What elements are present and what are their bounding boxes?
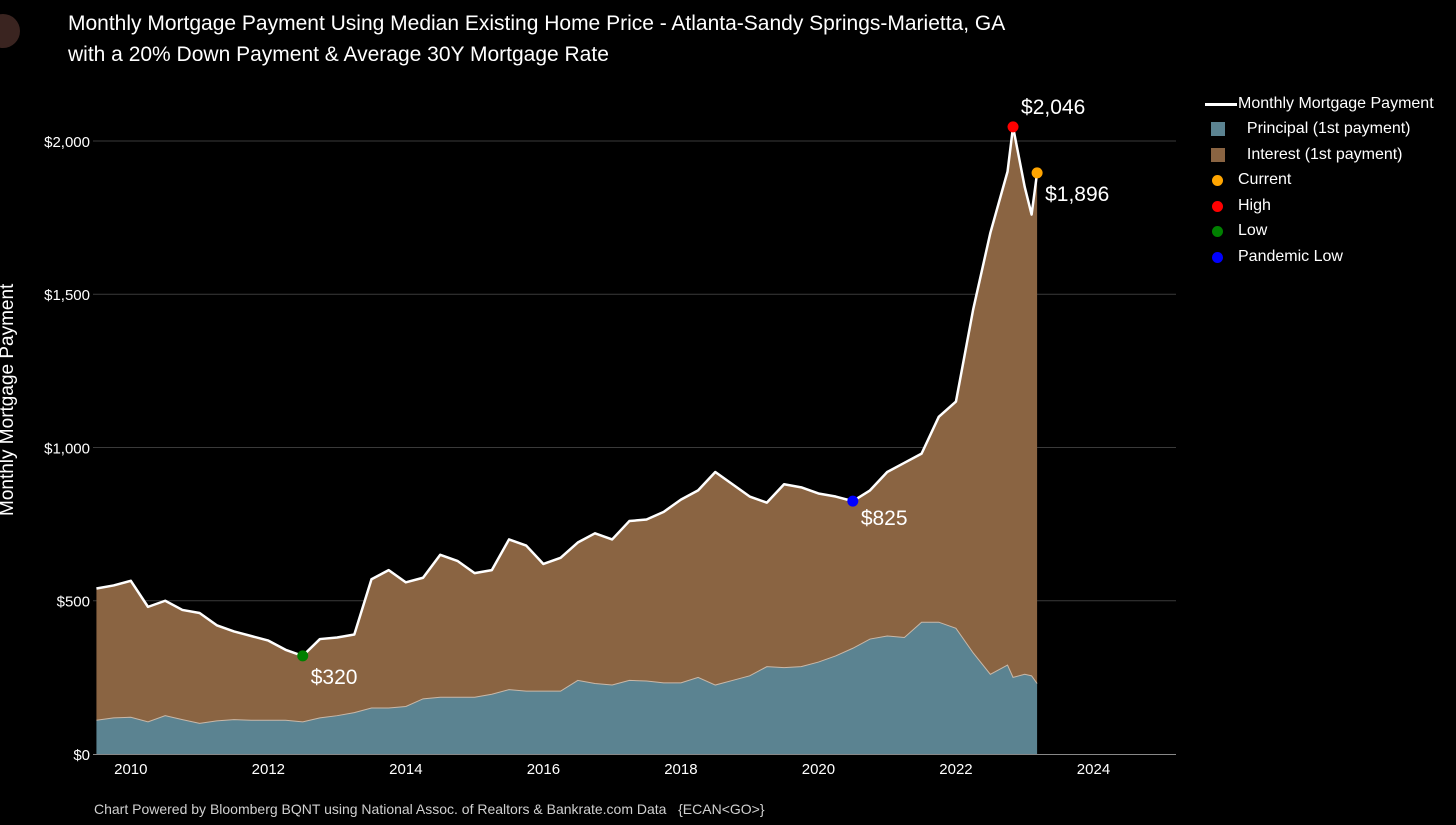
pandemic-low-data-label: $825	[861, 507, 908, 530]
legend-label: Low	[1238, 222, 1268, 240]
legend: Monthly Mortgage Payment Principal (1st …	[1202, 91, 1434, 270]
legend-swatch-dot	[1202, 196, 1238, 216]
legend-item: Principal (1st payment)	[1202, 117, 1434, 143]
legend-item: Pandemic Low	[1202, 244, 1434, 270]
legend-label: Monthly Mortgage Payment	[1238, 94, 1434, 112]
legend-swatch-square	[1202, 119, 1238, 139]
legend-item: Current	[1202, 168, 1434, 194]
interest-area-series	[96, 126, 1038, 724]
legend-item: High	[1202, 193, 1434, 219]
legend-label: Interest (1st payment)	[1238, 145, 1403, 163]
pandemic-low-marker	[847, 495, 859, 507]
legend-mark	[1211, 122, 1225, 137]
legend-label: Principal (1st payment)	[1238, 120, 1411, 138]
legend-swatch-dot	[1202, 170, 1238, 190]
y-tick-label: $1,500	[44, 287, 90, 304]
chart-footer-source: Chart Powered by Bloomberg BQNT using Na…	[94, 801, 765, 817]
x-tick-label: 2024	[1077, 761, 1110, 778]
monthly-payment-line	[96, 125, 1039, 658]
x-tick-label: 2016	[527, 761, 560, 778]
x-tick-label: 2022	[939, 761, 972, 778]
legend-mark	[1212, 226, 1223, 238]
legend-label: High	[1238, 196, 1271, 214]
x-tick-label: 2020	[802, 761, 835, 778]
y-tick-label: $500	[57, 594, 90, 611]
principal-area-series	[96, 622, 1038, 754]
y-tick-label: $2,000	[44, 134, 90, 151]
principal-boundary-line	[96, 621, 1038, 724]
legend-swatch-line	[1202, 94, 1238, 114]
corner-avatar-dot	[0, 14, 20, 48]
y-tick-label: $1,000	[44, 440, 90, 457]
legend-mark	[1205, 102, 1237, 106]
legend-label: Pandemic Low	[1238, 247, 1343, 265]
x-tick-label: 2014	[389, 761, 422, 778]
low-data-label: $320	[311, 666, 358, 689]
legend-item: Interest (1st payment)	[1202, 142, 1434, 168]
high-marker	[1007, 121, 1019, 133]
x-tick-label: 2012	[252, 761, 285, 778]
x-tick-label: 2010	[114, 761, 147, 778]
chart-title: Monthly Mortgage Payment Using Median Ex…	[68, 8, 1005, 70]
chart-title-line-2: with a 20% Down Payment & Average 30Y Mo…	[68, 43, 609, 66]
legend-mark	[1212, 175, 1223, 187]
y-tick-label: $0	[73, 747, 90, 764]
low-marker	[297, 650, 309, 662]
legend-item: Low	[1202, 219, 1434, 245]
legend-label: Current	[1238, 171, 1292, 189]
chart-title-line-1: Monthly Mortgage Payment Using Median Ex…	[68, 12, 1006, 35]
legend-swatch-dot	[1202, 247, 1238, 267]
current-marker	[1031, 167, 1043, 179]
legend-swatch-dot	[1202, 221, 1238, 241]
legend-mark	[1212, 200, 1223, 212]
legend-mark	[1211, 147, 1225, 162]
legend-mark	[1212, 251, 1223, 263]
legend-item: Monthly Mortgage Payment	[1202, 91, 1434, 117]
legend-swatch-square	[1202, 145, 1238, 165]
high-data-label: $2,046	[1021, 96, 1085, 119]
current-data-label: $1,896	[1045, 183, 1109, 206]
x-tick-label: 2018	[664, 761, 697, 778]
